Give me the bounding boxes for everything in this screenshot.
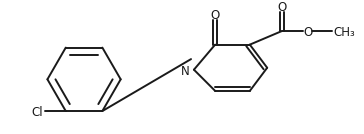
Text: CH₃: CH₃ [334, 26, 355, 39]
Text: N: N [181, 65, 190, 78]
Text: O: O [277, 1, 286, 14]
Text: O: O [303, 26, 312, 39]
Text: Cl: Cl [31, 106, 43, 119]
Text: O: O [210, 9, 220, 22]
